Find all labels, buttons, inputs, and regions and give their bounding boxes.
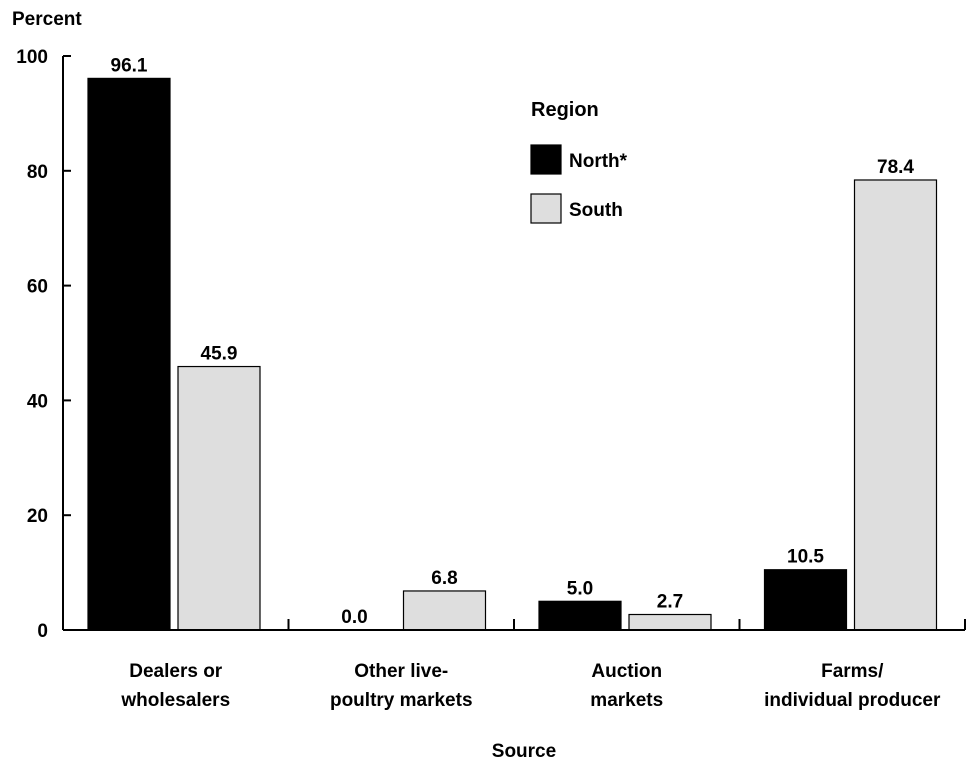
bar-data-label: 10.5 <box>787 547 824 568</box>
category-label: Other live-poultry markets <box>330 661 473 711</box>
y-tick-label: 80 <box>27 162 48 183</box>
legend-label: North* <box>569 151 628 172</box>
bar-south <box>177 365 261 631</box>
bar-data-label: 0.0 <box>341 607 367 628</box>
bar-data-label: 5.0 <box>567 578 593 599</box>
category-label: Farms/individual producer <box>764 661 941 711</box>
bar-data-label: 6.8 <box>431 568 457 589</box>
bar-data-label: 96.1 <box>111 55 148 76</box>
bars: 96.1 0.0 5.0 10.5 45.9 6.8 2.7 78.4 <box>87 55 938 631</box>
category-labels: Dealers or wholesalers Other live-poultry … <box>120 661 941 711</box>
bar-north <box>763 569 848 631</box>
bar-data-label: 45.9 <box>201 344 238 365</box>
y-tick-label: 40 <box>27 391 48 412</box>
y-tick-label: 60 <box>27 277 48 298</box>
y-tick-label: 100 <box>16 47 48 68</box>
y-tick-label: 20 <box>27 506 48 527</box>
legend-title: Region <box>531 99 599 121</box>
bar-north <box>87 77 171 631</box>
bar-south <box>853 179 938 631</box>
bar-south <box>402 590 487 631</box>
legend-swatch <box>530 193 562 224</box>
x-axis <box>63 619 966 631</box>
legend: Region North* South <box>530 99 628 224</box>
y-axis-title: Percent <box>12 9 82 30</box>
category-label: Dealers or wholesalers <box>120 661 230 711</box>
category-label: Auction markets <box>590 661 663 711</box>
bar-south <box>628 613 712 631</box>
bar-data-label: 78.4 <box>877 157 914 178</box>
bar-data-label: 2.7 <box>657 592 683 613</box>
y-tick-label: 0 <box>37 621 48 642</box>
bar-north <box>538 600 622 631</box>
y-axis-ticks: 0 20 40 60 80 100 <box>16 47 71 642</box>
legend-label: South <box>569 200 623 221</box>
legend-swatch <box>530 144 562 175</box>
x-axis-title: Source <box>492 741 556 762</box>
